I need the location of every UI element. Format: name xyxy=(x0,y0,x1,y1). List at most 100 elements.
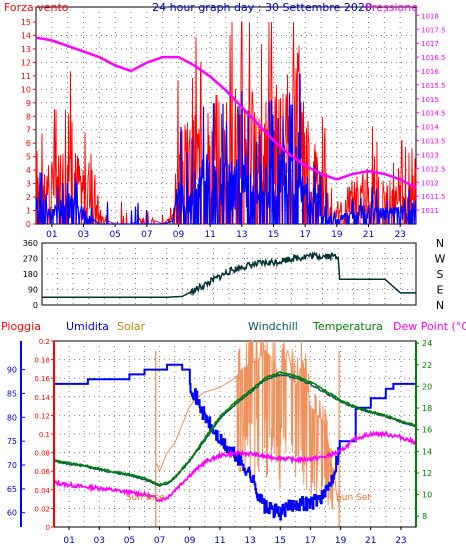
wind-gust-line xyxy=(35,73,417,225)
rain-tick-label: 0.12 xyxy=(34,412,50,420)
temperature-tick-label: 8 xyxy=(422,512,427,521)
pressure-tick-label: 1013 xyxy=(421,151,439,159)
hour-tick-label: 05 xyxy=(124,536,135,546)
pressure-tick-label: 1016 xyxy=(421,68,439,76)
wind-tick-label: 1 xyxy=(26,207,31,216)
temperature-panel: Pioggia Umidita Solar Windchill Temperat… xyxy=(1,320,466,546)
sunrise-label: Sun Rise xyxy=(126,493,165,503)
wind-tick-label: 6 xyxy=(26,139,31,148)
wind-pressure-panel: 012345678910111213141510111011.510121012… xyxy=(4,1,446,240)
wind-tick-label: 3 xyxy=(26,180,31,189)
pressure-tick-label: 1013.5 xyxy=(421,138,446,146)
wind-speed-line xyxy=(35,21,417,225)
pressure-tick-label: 1012.5 xyxy=(421,165,446,173)
hour-tick-label: 15 xyxy=(275,536,286,546)
hour-tick-label: 09 xyxy=(184,536,196,546)
direction-tick-label: 180 xyxy=(23,270,38,279)
pressure-tick-label: 1011.5 xyxy=(421,193,446,201)
temperature-tick-label: 10 xyxy=(422,491,432,500)
direction-series xyxy=(42,250,416,299)
humidity-tick-label: 85 xyxy=(7,389,17,398)
wind-tick-label: 14 xyxy=(21,31,31,40)
rain-tick-label: 0.2 xyxy=(39,338,50,346)
pressure-tick-label: 1017 xyxy=(421,40,439,48)
temperature-tick-label: 12 xyxy=(422,469,432,478)
wind-tick-label: 13 xyxy=(21,45,31,54)
wind-series xyxy=(35,21,417,225)
compass-label: W xyxy=(435,253,446,266)
hour-tick-label: 09 xyxy=(173,230,185,240)
humidity-tick-label: 90 xyxy=(7,366,17,375)
rain-tick-label: 0 xyxy=(46,524,50,532)
humidity-legend: Umidita xyxy=(66,320,109,333)
pressure-tick-label: 1012 xyxy=(421,179,439,187)
hour-tick-label: 17 xyxy=(299,230,310,240)
hour-tick-label: 13 xyxy=(236,230,247,240)
hour-tick-label: 13 xyxy=(244,536,255,546)
dewpoint-legend: Dew Point (°C) xyxy=(393,320,466,333)
temperature-line xyxy=(53,370,417,486)
wind-tick-label: 15 xyxy=(21,18,31,27)
hour-tick-label: 21 xyxy=(363,230,374,240)
hour-tick-label: 21 xyxy=(365,536,376,546)
hour-tick-label: 15 xyxy=(268,230,279,240)
chart-title: 24 hour graph day : 30 Settembre 2020 xyxy=(152,1,372,14)
hour-tick-label: 07 xyxy=(141,230,152,240)
wind-tick-label: 4 xyxy=(26,166,31,175)
direction-tick-label: 90 xyxy=(28,286,38,295)
temperature-series xyxy=(53,340,417,527)
rain-tick-label: 0.1 xyxy=(39,431,50,439)
wind-tick-label: 10 xyxy=(21,85,31,94)
dewpoint-line xyxy=(53,430,417,503)
humidity-line xyxy=(54,363,417,521)
compass-label: N xyxy=(436,299,444,312)
hour-tick-label: 03 xyxy=(78,230,89,240)
pressure-tick-label: 1018 xyxy=(421,12,439,20)
temperature-tick-label: 24 xyxy=(422,339,432,348)
temperature-axes: 60 65 70 75 80 85 90 0 0.02 0.04 0.06 0.08 0.1 0.12 0.… xyxy=(7,338,432,546)
rain-tick-label: 0.02 xyxy=(34,505,50,513)
wind-tick-label: 7 xyxy=(26,126,31,135)
windchill-legend: Windchill xyxy=(248,320,298,333)
pressure-legend: Pressione xyxy=(366,1,419,14)
temperature-tick-label: 18 xyxy=(422,404,432,413)
sunset-label: Sun Set xyxy=(336,493,371,503)
hour-tick-label: 01 xyxy=(46,230,57,240)
hour-tick-label: 17 xyxy=(305,536,316,546)
temperature-legend: Temperatura xyxy=(312,320,383,333)
rain-tick-label: 0.18 xyxy=(34,357,50,365)
hour-tick-label: 11 xyxy=(204,230,215,240)
rain-legend: Pioggia xyxy=(1,320,41,333)
hour-tick-label: 01 xyxy=(63,536,74,546)
temperature-tick-label: 22 xyxy=(422,361,432,370)
hour-tick-label: 11 xyxy=(214,536,225,546)
humidity-tick-label: 80 xyxy=(7,413,17,422)
humidity-tick-label: 75 xyxy=(7,437,17,446)
solar-legend: Solar xyxy=(117,320,146,333)
temperature-tick-label: 16 xyxy=(422,426,432,435)
rain-tick-label: 0.06 xyxy=(34,468,50,476)
compass-label: E xyxy=(437,284,444,297)
pressure-tick-label: 1014 xyxy=(421,124,439,132)
humidity-tick-label: 65 xyxy=(7,485,17,494)
wind-tick-label: 2 xyxy=(26,193,31,202)
hour-tick-label: 23 xyxy=(395,536,406,546)
rain-tick-label: 0.16 xyxy=(34,375,50,383)
hour-tick-label: 23 xyxy=(394,230,405,240)
pressure-line xyxy=(35,36,417,189)
rain-tick-label: 0.08 xyxy=(34,450,50,458)
temperature-tick-label: 20 xyxy=(422,382,432,391)
hour-tick-label: 19 xyxy=(335,536,347,546)
wind-tick-label: 11 xyxy=(21,72,31,81)
rain-tick-label: 0.04 xyxy=(34,487,50,495)
pressure-tick-label: 1014.5 xyxy=(421,110,446,118)
wind-tick-label: 0 xyxy=(26,220,31,229)
wind-legend: Forza vento xyxy=(4,1,69,14)
pressure-tick-label: 1011 xyxy=(421,207,439,215)
hour-tick-label: 19 xyxy=(331,230,343,240)
humidity-tick-label: 60 xyxy=(7,509,17,518)
pressure-tick-label: 1016.5 xyxy=(421,54,446,62)
humidity-tick-label: 70 xyxy=(7,461,17,470)
direction-tick-label: 360 xyxy=(23,239,38,248)
